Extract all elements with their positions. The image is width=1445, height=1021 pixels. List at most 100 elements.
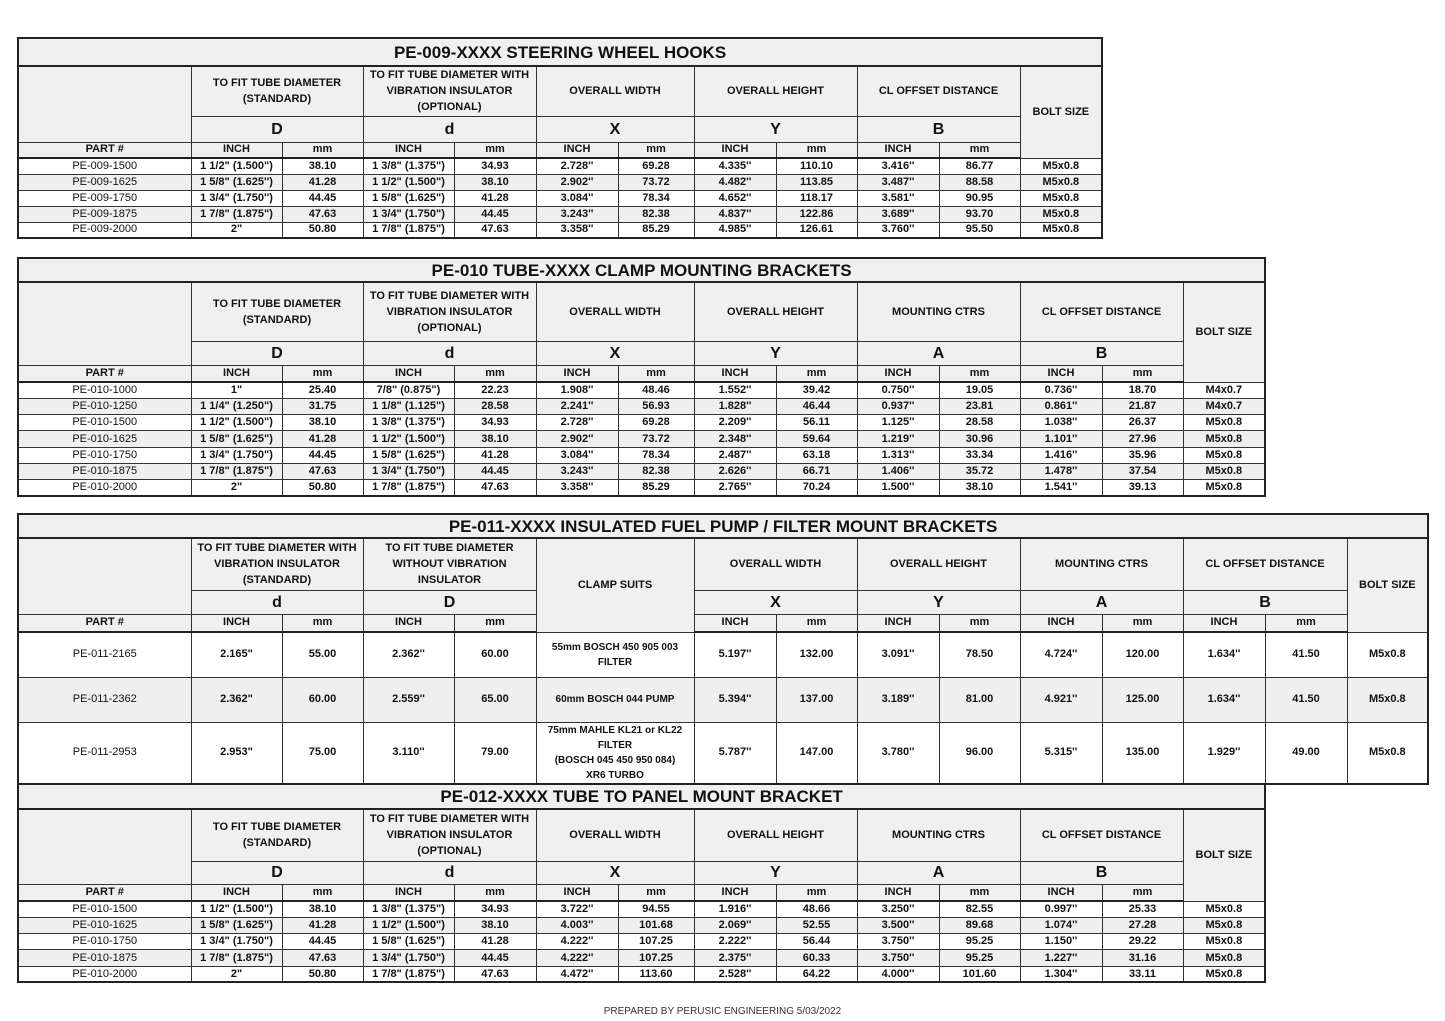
table-row: PE-011-2953 2.953" 75.00 3.110'' 79.00 75mm M…: [17, 721, 1429, 784]
value-cell: 29.22: [1101, 933, 1184, 951]
table-row: PE-010-1500 1 1/2" (1.500") 38.10 1 3/8" (1…: [17, 900, 1266, 918]
value-cell: 5.197'': [693, 631, 777, 678]
value-cell: 113.60: [617, 965, 695, 983]
value-cell: 2.165": [190, 631, 283, 678]
unit-header-mm: mm: [281, 883, 364, 902]
bolt-size-cell: M5x0.8: [1182, 933, 1266, 951]
value-cell: 52.55: [775, 916, 858, 935]
table-row: PE-009-1875 1 7/8" (1.875") 47.63 1 3/4" (1…: [17, 205, 1103, 223]
blank-header-cell: [17, 65, 192, 143]
column-group-header: CL OFFSET DISTANCE: [1019, 281, 1184, 342]
value-cell: 56.11: [775, 414, 858, 432]
value-cell: 2.348'': [693, 430, 777, 448]
column-group-header: OVERALL HEIGHT: [693, 281, 858, 342]
part-number-cell: PE-009-1625: [17, 173, 192, 191]
value-cell: 2.069'': [693, 916, 777, 935]
unit-header-mm: mm: [938, 613, 1021, 633]
dimension-symbol: d: [362, 860, 537, 885]
value-cell: 37.54: [1101, 462, 1184, 481]
value-cell: 5.394'': [693, 676, 777, 723]
value-cell: 44.45: [281, 446, 364, 464]
unit-header-inch: INCH: [856, 364, 940, 383]
part-number-cell: PE-009-2000: [17, 221, 192, 239]
unit-header-inch: INCH: [190, 613, 283, 633]
bolt-size-cell: M5x0.8: [1182, 900, 1266, 918]
dimension-symbol: B: [856, 115, 1021, 143]
value-cell: 1 3/8" (1.375"): [362, 157, 455, 175]
dimension-symbol: d: [362, 115, 537, 143]
bolt-size-header: BOLT SIZE: [1182, 808, 1266, 902]
column-group-header: OVERALL WIDTH: [535, 808, 695, 862]
dimension-symbol: D: [362, 589, 537, 615]
value-cell: 5.315'': [1019, 721, 1103, 784]
bolt-size-cell: M4x0.7: [1182, 397, 1266, 416]
unit-header-mm: mm: [775, 141, 858, 159]
dimension-symbol: D: [190, 340, 364, 366]
value-cell: 4.837'': [693, 205, 777, 223]
value-cell: 1 3/8" (1.375"): [362, 414, 455, 432]
unit-header-mm: mm: [1101, 883, 1184, 902]
dimension-symbol: B: [1019, 340, 1184, 366]
value-cell: 1 3/4" (1.750"): [362, 205, 455, 223]
column-group-header: CLAMP SUITS: [535, 537, 695, 633]
value-cell: 38.10: [453, 916, 537, 935]
value-cell: 1.500'': [856, 479, 940, 497]
value-cell: 31.16: [1101, 949, 1184, 967]
part-number-cell: PE-010-2000: [17, 965, 192, 983]
value-cell: 44.45: [281, 933, 364, 951]
value-cell: 1.074'': [1019, 916, 1103, 935]
value-cell: 18.70: [1101, 381, 1184, 399]
part-number-header: PART #: [17, 613, 192, 633]
column-group-header: OVERALL WIDTH: [535, 281, 695, 342]
spec-table-2: PE-010 TUBE-XXXX CLAMP MOUNTING BRACKETS…: [17, 257, 1267, 498]
table-row: PE-009-1625 1 5/8" (1.625'') 41.28 1 1/2" (…: [17, 173, 1103, 191]
value-cell: 4.472'': [535, 965, 619, 983]
value-cell: 101.60: [938, 965, 1021, 983]
value-cell: 34.93: [453, 900, 537, 918]
value-cell: 34.93: [453, 157, 537, 175]
value-cell: 1 3/4" (1.750"): [190, 933, 283, 951]
value-cell: 1.101'': [1019, 430, 1103, 448]
value-cell: 3.110'': [362, 721, 455, 784]
value-cell: 1 1/4" (1.250"): [190, 397, 283, 416]
value-cell: 60.00: [281, 676, 364, 723]
value-cell: 2.528'': [693, 965, 777, 983]
value-cell: 1 5/8" (1.625''): [190, 173, 283, 191]
value-cell: 1 3/4" (1.750"): [190, 446, 283, 464]
value-cell: 2": [190, 221, 283, 239]
value-cell: 120.00: [1101, 631, 1184, 678]
value-cell: 1 7/8" (1.875"): [362, 221, 455, 239]
value-cell: 94.55: [617, 900, 695, 918]
value-cell: 4.482'': [693, 173, 777, 191]
value-cell: 135.00: [1101, 721, 1184, 784]
value-cell: 0.997'': [1019, 900, 1103, 918]
unit-header-mm: mm: [453, 613, 537, 633]
dimension-symbol: d: [362, 340, 537, 366]
value-cell: 4.921'': [1019, 676, 1103, 723]
value-cell: 1 7/8" (1.875"): [362, 965, 455, 983]
table-row: PE-010-1750 1 3/4" (1.750") 44.45 1 5/8" (1…: [17, 933, 1266, 951]
value-cell: 26.37: [1101, 414, 1184, 432]
value-cell: 50.80: [281, 221, 364, 239]
value-cell: 2": [190, 965, 283, 983]
blank-header-cell: [17, 537, 192, 615]
part-number-cell: PE-010-2000: [17, 479, 192, 497]
value-cell: 41.28: [281, 430, 364, 448]
part-number-cell: PE-010-1625: [17, 430, 192, 448]
bolt-size-cell: M5x0.8: [1019, 205, 1103, 223]
value-cell: 35.72: [938, 462, 1021, 481]
value-cell: 27.28: [1101, 916, 1184, 935]
part-number-cell: PE-011-2362: [17, 676, 192, 723]
value-cell: 1 5/8" (1.625"): [190, 916, 283, 935]
dimension-symbol: Y: [693, 115, 858, 143]
unit-header-inch: INCH: [856, 141, 940, 159]
column-group-header: OVERALL HEIGHT: [693, 65, 858, 117]
part-number-cell: PE-011-2953: [17, 721, 192, 784]
bolt-size-header: BOLT SIZE: [1019, 65, 1103, 159]
value-cell: 48.46: [617, 381, 695, 399]
unit-header-inch: INCH: [362, 883, 455, 902]
value-cell: 82.38: [617, 462, 695, 481]
prepared-by-footer: PREPARED BY PERUSIC ENGINEERING 5/03/202…: [603, 1006, 842, 1017]
dimension-symbol: D: [190, 115, 364, 143]
value-cell: 28.58: [453, 397, 537, 416]
